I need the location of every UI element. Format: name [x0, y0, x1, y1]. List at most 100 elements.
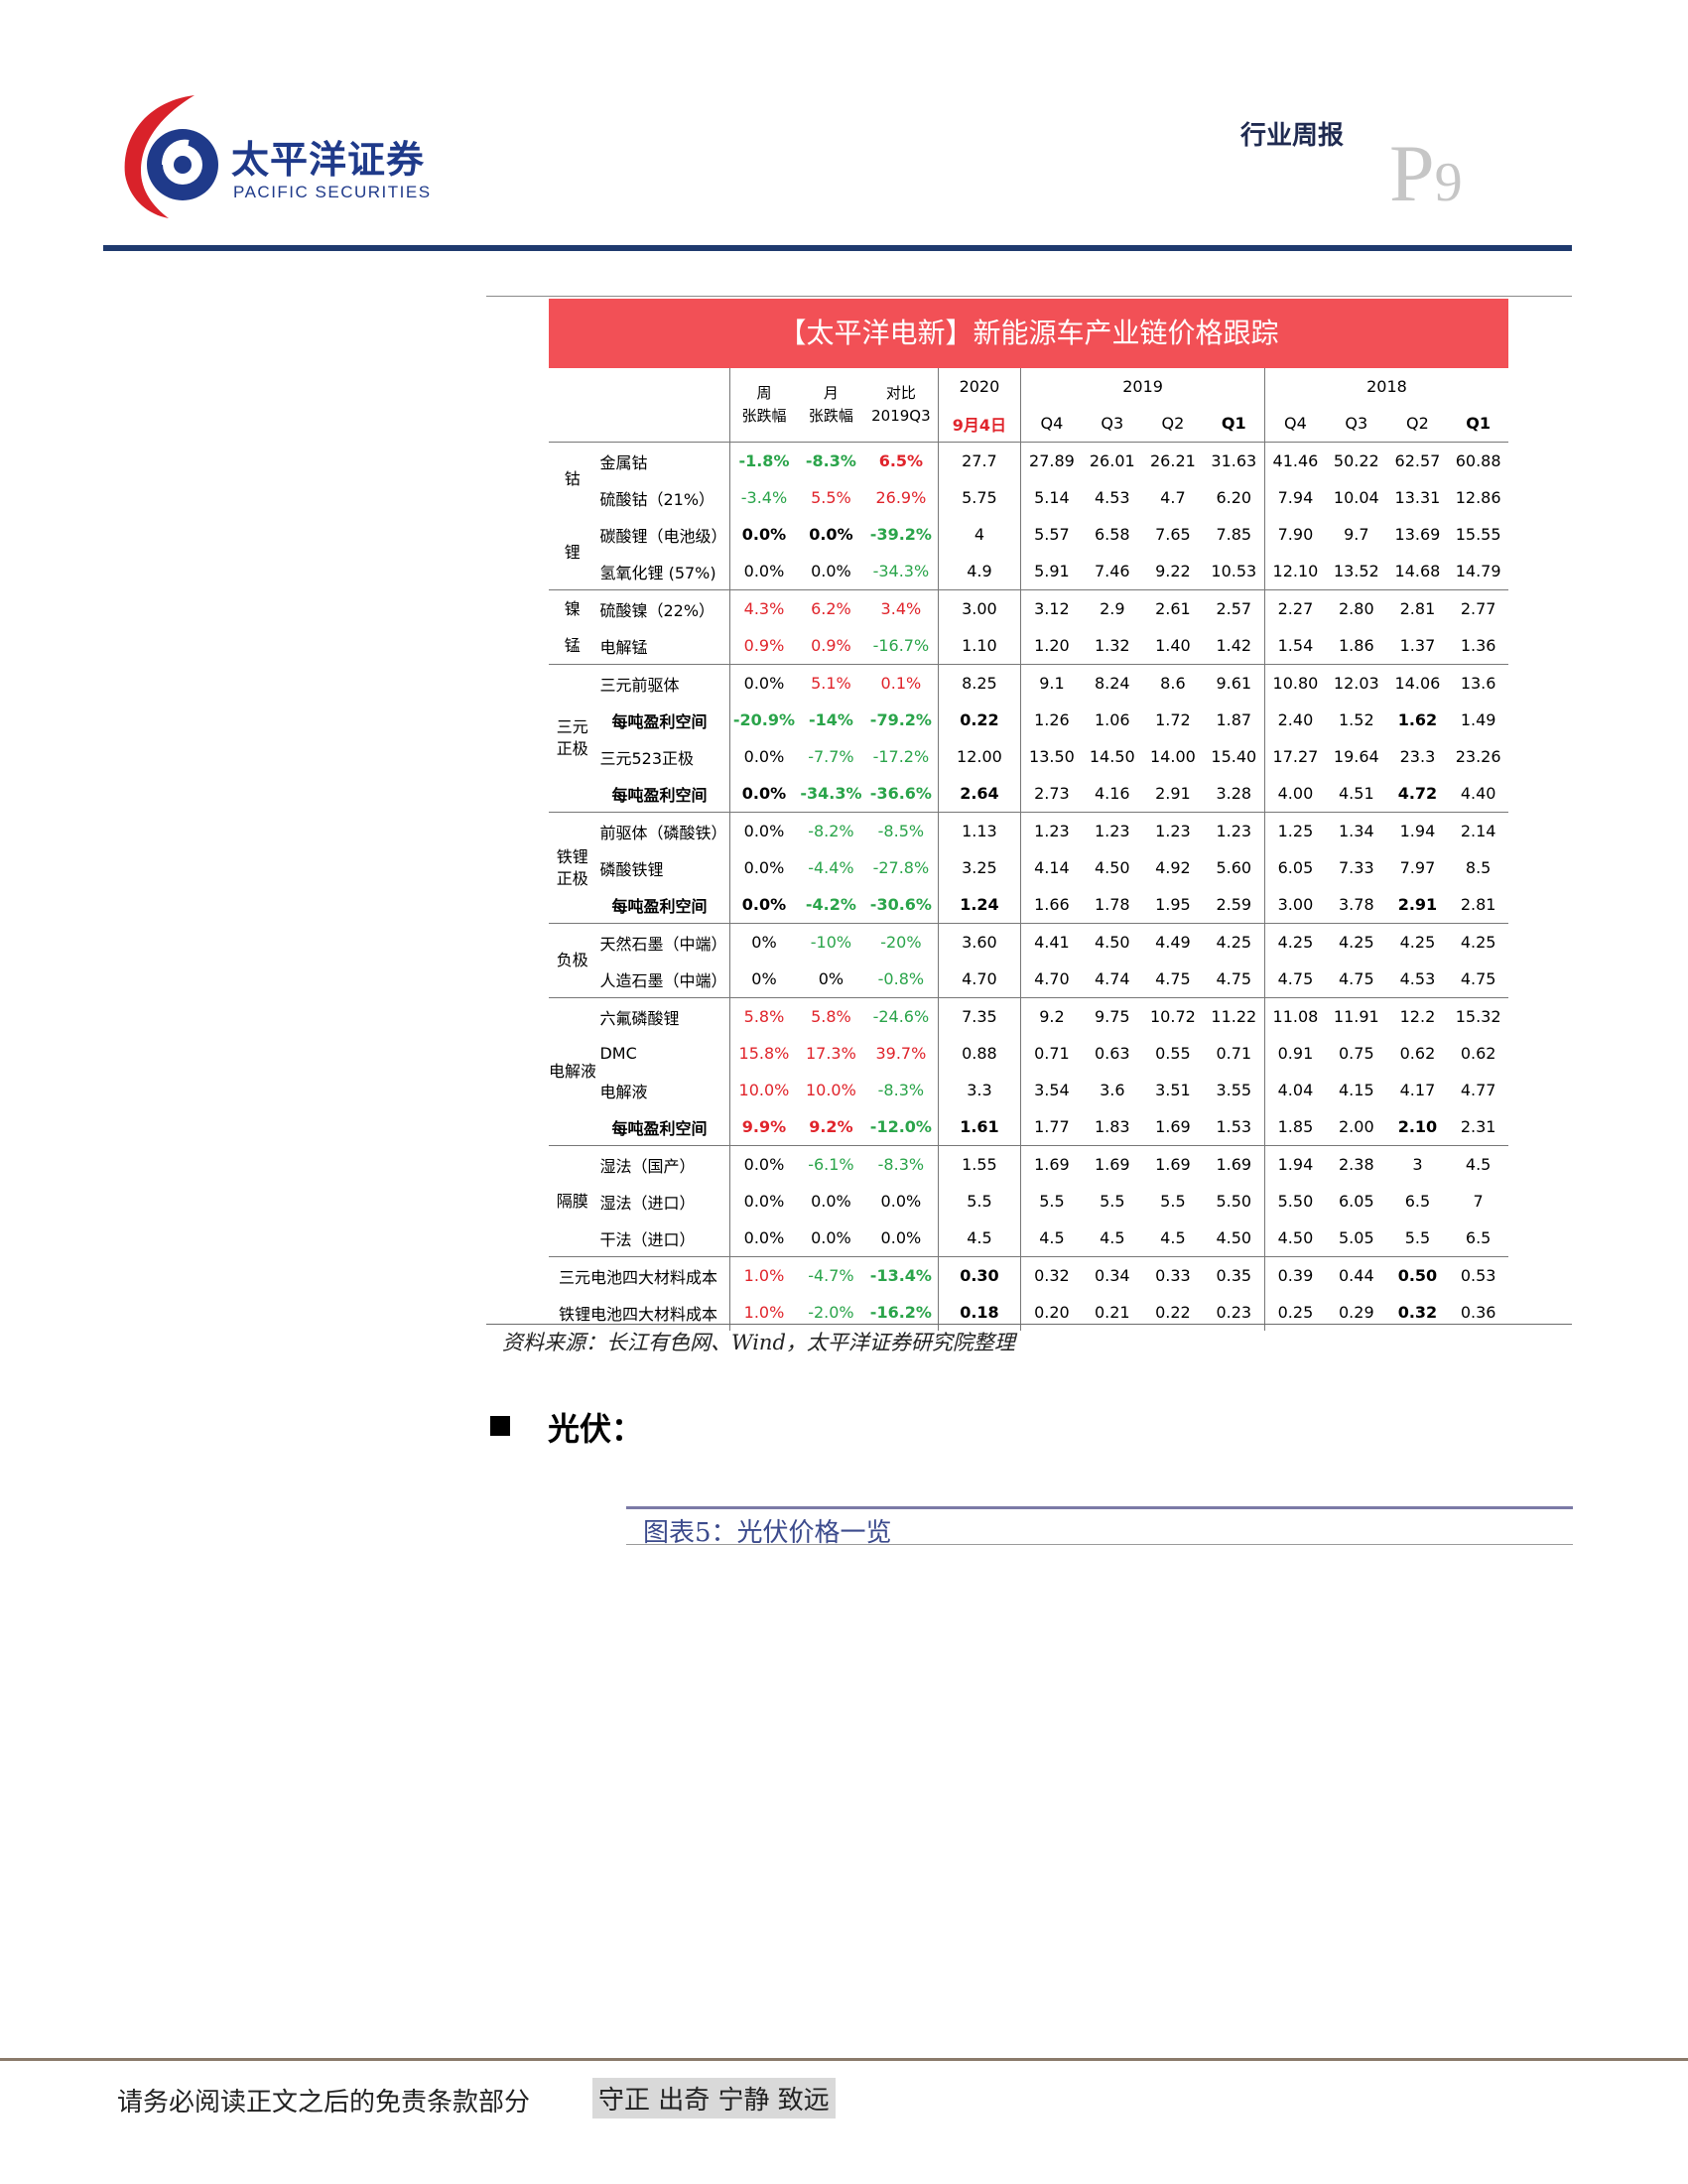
- row-item-name: 前驱体（磷酸铁）: [595, 812, 731, 849]
- cell-current: 27.7: [938, 442, 1022, 479]
- cell-2019-q: 1.23: [1082, 812, 1143, 849]
- footer-motto: 守正 出奇 宁静 致远: [592, 2078, 836, 2119]
- cell-2018-q: 1.86: [1339, 636, 1374, 655]
- table-row: 锰电解锰 0.9% 0.9% -16.7% 1.10 1.20 1.32 1.40 1.42 1.…: [549, 627, 1508, 665]
- cell-2019-q: 1.69: [1155, 1117, 1191, 1136]
- table-row: 湿法（进口） 0.0% 0.0% 0.0% 5.5 5.5 5.5 5.5 5.50 5.50 6.…: [549, 1183, 1508, 1220]
- header-blank: [549, 368, 731, 443]
- cell-vs: 6.5%: [864, 442, 939, 479]
- table-row: 每吨盈利空间 0.0% -4.2% -30.6% 1.24 1.66 1.78 1.95 2.5…: [549, 886, 1508, 924]
- cell-2018-q: 1.62: [1397, 710, 1438, 729]
- row-item-name: 电解锰: [595, 627, 731, 665]
- group-label: 三元 正极: [549, 664, 596, 813]
- cell-month: 0.0%: [811, 1192, 851, 1211]
- cell-2019-q: 0.22: [1155, 1303, 1191, 1322]
- cell-week: 0.0%: [741, 895, 787, 914]
- table-row: 铁锂电池四大材料成本 1.0% -2.0% -16.2% 0.18 0.20 0.21 0.2…: [549, 1294, 1508, 1331]
- group-label: 负极: [549, 923, 596, 998]
- row-item-name: 湿法（国产）: [595, 1145, 731, 1183]
- cell-vs: -24.6%: [864, 997, 939, 1035]
- cell-2019-q: 5.50: [1203, 1183, 1265, 1220]
- pacific-logo-icon: [124, 95, 218, 218]
- row-item-name: 三元523正极: [595, 738, 731, 775]
- price-table-body: 钴金属钴 -1.8% -8.3% 6.5% 27.7 27.89 26.01 26.21 31.…: [549, 442, 1508, 1331]
- cell-2018-q: 13.6: [1448, 664, 1508, 702]
- cell-2018-q: 4.04: [1277, 1081, 1314, 1099]
- cell-month: -2.0%: [808, 1303, 854, 1322]
- page-letter: P: [1389, 128, 1435, 218]
- row-item-name: 三元电池四大材料成本: [549, 1256, 731, 1294]
- cell-vs: -16.2%: [864, 1294, 939, 1331]
- cell-week: -20.9%: [732, 710, 796, 729]
- cell-month: -4.2%: [805, 895, 856, 914]
- cell-2019-q: 3.55: [1203, 1072, 1265, 1108]
- price-tracking-table: 【太平洋电新】新能源车产业链价格跟踪 周张跌幅 月张跌幅 对比 2019Q3 2: [549, 299, 1508, 1331]
- header-q3-2018: Q3: [1345, 414, 1368, 433]
- table-row: 三元523正极 0.0% -7.7% -17.2% 12.00 13.50 14.50 14.…: [549, 738, 1508, 775]
- cell-2019-q: 4.53: [1094, 488, 1130, 507]
- cell-2019-q: 1.69: [1142, 1145, 1204, 1183]
- table-row: 三元电池四大材料成本 1.0% -4.7% -13.4% 0.30 0.32 0.34 0.3…: [549, 1256, 1508, 1294]
- cell-2019-q: 0.34: [1082, 1256, 1143, 1294]
- cell-vs: -16.7%: [864, 627, 939, 665]
- cell-2019-q: 5.57: [1034, 525, 1070, 544]
- cell-2019-q: 2.59: [1203, 886, 1265, 924]
- cell-2018-q: 23.3: [1399, 747, 1436, 766]
- cell-2019-q: 6.20: [1203, 479, 1265, 516]
- cell-2018-q: 0.29: [1339, 1303, 1374, 1322]
- table-row: 隔膜 湿法（国产） 0.0% -6.1% -8.3% 1.55 1.69 1.69 1.69 1.…: [549, 1145, 1508, 1257]
- cell-2018-q: 0.91: [1277, 1044, 1314, 1063]
- header-year-2018: 2018: [1366, 377, 1407, 396]
- table-row: 硫酸钴（21%） -3.4% 5.5% 26.9% 5.75 5.14 4.53 4.7 6.2…: [549, 479, 1508, 516]
- cell-week: 0.0%: [743, 562, 785, 580]
- cell-2019-q: 5.5: [1039, 1192, 1065, 1211]
- header-rule: [103, 245, 1572, 251]
- cell-current: 1.24: [938, 886, 1022, 924]
- cell-current: 1.55: [938, 1145, 1022, 1183]
- header-q1-2019: Q1: [1203, 405, 1265, 443]
- cell-2019-q: 0.63: [1094, 1044, 1130, 1063]
- header-week: 周张跌幅: [741, 384, 787, 425]
- cell-2018-q: 0.75: [1339, 1044, 1374, 1063]
- row-item-name: 三元前驱体: [595, 664, 731, 702]
- cell-2018-q: 60.88: [1448, 442, 1508, 479]
- cell-2019-q: 11.22: [1203, 997, 1265, 1035]
- cell-2019-q: 4.49: [1142, 923, 1204, 961]
- cell-week: 10.0%: [738, 1081, 790, 1099]
- cell-current: 4: [938, 516, 1022, 553]
- cell-2018-q: 6.5: [1404, 1192, 1431, 1211]
- section-title: 光伏：: [548, 1410, 644, 1448]
- cell-vs: -34.3%: [864, 553, 939, 590]
- cell-2019-q: 5.60: [1203, 849, 1265, 886]
- cell-2019-q: 13.50: [1029, 747, 1075, 766]
- cell-2018-q: 2.10: [1397, 1117, 1438, 1136]
- cell-2018-q: 23.26: [1455, 747, 1501, 766]
- company-name-cn: 太平洋证券: [231, 138, 426, 182]
- cell-2019-q: 3.12: [1020, 589, 1083, 627]
- cell-2018-q: 4.75: [1460, 969, 1496, 988]
- cell-current: 1.10: [938, 627, 1022, 665]
- cell-2018-q: 2.91: [1397, 895, 1438, 914]
- cell-2018-q: 2.80: [1326, 589, 1387, 627]
- cell-2018-q: 3: [1386, 1145, 1449, 1183]
- cell-2019-q: 4.92: [1155, 858, 1191, 877]
- cell-2019-q: 9.75: [1082, 997, 1143, 1035]
- cell-vs: -27.8%: [864, 849, 939, 886]
- cell-2019-q: 2.57: [1203, 589, 1265, 627]
- cell-current: 12.00: [938, 738, 1022, 775]
- cell-2019-q: 4.14: [1034, 858, 1070, 877]
- cell-2018-q: 4.25: [1326, 923, 1387, 961]
- cell-vs: -79.2%: [864, 702, 939, 738]
- cell-2018-q: 2.81: [1460, 895, 1496, 914]
- cell-month: 9.2%: [809, 1117, 853, 1136]
- cell-2019-q: 4.7: [1160, 488, 1186, 507]
- table-row: 干法（进口） 0.0% 0.0% 0.0% 4.5 4.5 4.5 4.5 4.50 4.50 5.…: [549, 1220, 1508, 1257]
- cell-current: 1.61: [938, 1108, 1022, 1146]
- cell-2018-q: 13.31: [1394, 488, 1441, 507]
- cell-2018-q: 4.17: [1399, 1081, 1436, 1099]
- cell-2018-q: 1.36: [1460, 636, 1496, 655]
- cell-2019-q: 1.77: [1034, 1117, 1070, 1136]
- cell-2018-q: 14.68: [1394, 562, 1441, 580]
- cell-2018-q: 5.5: [1404, 1228, 1431, 1247]
- cell-month: 6.2%: [797, 589, 865, 627]
